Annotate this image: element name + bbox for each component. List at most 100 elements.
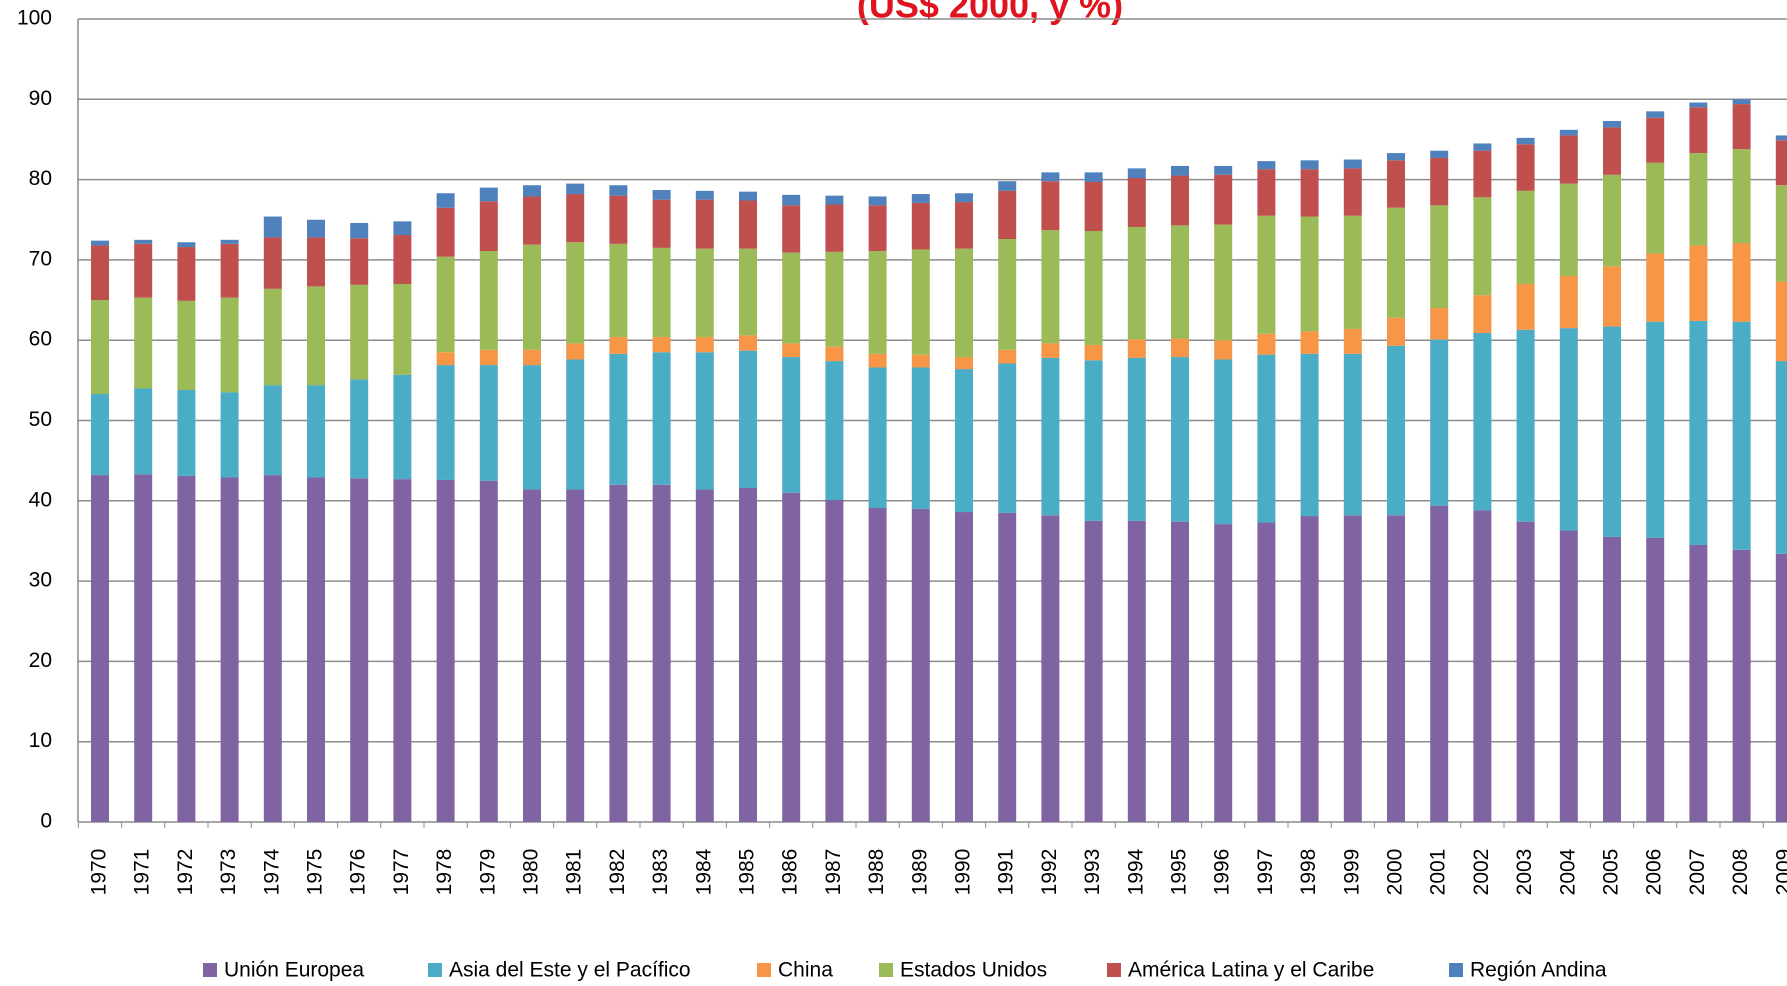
bar-segment bbox=[1603, 536, 1621, 822]
bar-segment bbox=[91, 240, 109, 246]
bar-segment bbox=[911, 354, 930, 368]
x-tick-label: 1972 bbox=[174, 849, 197, 896]
bar-segment bbox=[1473, 150, 1492, 198]
bar-segment bbox=[1559, 328, 1578, 531]
bar-segment bbox=[1559, 275, 1578, 329]
bar-segment bbox=[868, 205, 887, 252]
legend-label: Unión Europea bbox=[224, 959, 364, 982]
bar-segment bbox=[739, 487, 757, 822]
bar-segment bbox=[1257, 161, 1276, 170]
bar-segment bbox=[1343, 215, 1362, 329]
y-tick-label: 10 bbox=[29, 729, 52, 752]
bar-segment bbox=[1171, 338, 1189, 358]
bar-segment bbox=[955, 512, 973, 822]
bar-segment bbox=[911, 367, 930, 509]
x-tick-label: 1987 bbox=[822, 849, 845, 896]
bar-segment bbox=[1516, 144, 1535, 191]
bar-segment bbox=[955, 369, 973, 513]
bar-segment bbox=[1689, 102, 1708, 108]
bar-segment bbox=[1387, 345, 1405, 516]
bar-segment bbox=[91, 245, 109, 301]
bar-segment bbox=[220, 392, 239, 478]
bar-segment bbox=[350, 222, 369, 239]
x-tick-label: 1995 bbox=[1168, 849, 1191, 896]
bar-segment bbox=[91, 394, 109, 476]
bar-segment bbox=[1127, 520, 1146, 822]
bar-segment bbox=[1171, 357, 1189, 522]
bar-segment bbox=[782, 343, 801, 358]
bar-segment bbox=[1343, 353, 1362, 516]
bar-segment bbox=[1473, 143, 1492, 151]
bar-segment bbox=[1041, 181, 1060, 231]
bar-segment bbox=[1127, 226, 1146, 340]
bar-segment bbox=[1516, 190, 1535, 284]
bar-segment bbox=[1689, 107, 1708, 154]
bar-segment bbox=[1559, 129, 1578, 136]
legend-label: América Latina y el Caribe bbox=[1128, 959, 1374, 982]
bar-segment bbox=[1430, 150, 1449, 158]
bar-segment bbox=[1559, 135, 1578, 184]
legend-swatch bbox=[757, 963, 771, 977]
chart-title: (US$ 2000, y %) bbox=[857, 0, 1123, 26]
bar-segment bbox=[393, 221, 412, 236]
x-tick-label: 1974 bbox=[260, 848, 283, 895]
bar-segment bbox=[739, 200, 757, 249]
bar-segment bbox=[695, 199, 714, 249]
bar-segment bbox=[825, 204, 844, 252]
bar-segment bbox=[307, 237, 325, 287]
bar-segment bbox=[350, 379, 369, 479]
bar-segment bbox=[436, 193, 455, 208]
bar-segment bbox=[1603, 266, 1621, 327]
bar-segment bbox=[1084, 182, 1103, 231]
x-tick-label: 1992 bbox=[1038, 849, 1061, 896]
bar-segment bbox=[393, 283, 412, 375]
bar-segment bbox=[1559, 530, 1578, 822]
bar-segment bbox=[134, 388, 153, 475]
bar-segment bbox=[1171, 225, 1189, 339]
y-tick-label: 90 bbox=[29, 87, 52, 110]
legend-swatch bbox=[879, 963, 893, 977]
bar-segment bbox=[91, 300, 109, 395]
bar-segment bbox=[1257, 522, 1276, 822]
bar-segment bbox=[868, 367, 887, 509]
legend-label: Estados Unidos bbox=[900, 959, 1047, 982]
bar-segment bbox=[436, 479, 455, 822]
x-tick-label: 1983 bbox=[649, 849, 672, 896]
bar-segment bbox=[479, 251, 498, 350]
legend-swatch bbox=[1107, 963, 1121, 977]
bar-segment bbox=[263, 385, 282, 476]
bar-segment bbox=[523, 365, 541, 490]
bar-segment bbox=[652, 336, 671, 353]
bar-segment bbox=[1343, 159, 1362, 169]
bar-segment bbox=[1603, 174, 1621, 267]
bar-segment bbox=[1603, 326, 1621, 537]
bar-segment bbox=[1041, 343, 1060, 358]
bar-segment bbox=[1473, 510, 1492, 822]
legend-swatch bbox=[428, 963, 442, 977]
bar-segment bbox=[1300, 516, 1319, 822]
x-tick-label: 2004 bbox=[1556, 848, 1579, 895]
bar-segment bbox=[1646, 253, 1665, 322]
bar-segment bbox=[220, 239, 239, 244]
bar-segment bbox=[220, 297, 239, 393]
bar-segment bbox=[1689, 153, 1708, 246]
y-tick-label: 70 bbox=[29, 247, 52, 270]
bar-segment bbox=[479, 349, 498, 366]
x-tick-label: 1970 bbox=[88, 849, 111, 896]
bar-segment bbox=[868, 508, 887, 822]
x-tick-label: 1979 bbox=[476, 849, 499, 896]
bar-segment bbox=[868, 196, 887, 206]
bar-segment bbox=[1171, 175, 1189, 226]
bar-segment bbox=[566, 183, 585, 195]
bar-segment bbox=[695, 248, 714, 337]
bar-segment bbox=[436, 256, 455, 353]
bar-segment bbox=[609, 243, 628, 337]
bar-segment bbox=[955, 248, 973, 358]
bar-segment bbox=[825, 499, 844, 822]
bar-segment bbox=[1646, 111, 1665, 118]
bar-segment bbox=[652, 484, 671, 822]
bar-segment bbox=[479, 480, 498, 822]
bar-segment bbox=[1473, 332, 1492, 511]
bar-segment bbox=[1127, 357, 1146, 521]
